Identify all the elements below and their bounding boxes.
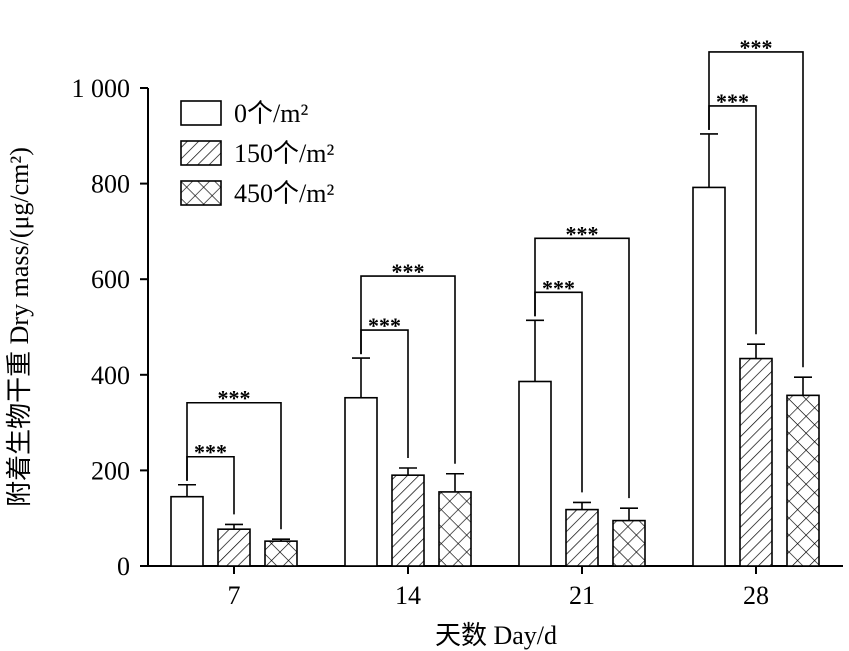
bar [612, 519, 646, 567]
significance-bracket [186, 401, 282, 530]
legend: 0个/m² 150个/m² 450个/m² [180, 99, 334, 208]
x-tick-label: 21 [569, 581, 595, 610]
y-ticks: 0 200 400 600 800 1 000 [72, 74, 148, 581]
significance-bracket [708, 51, 804, 368]
legend-label: 450个/m² [234, 179, 334, 208]
bar [438, 491, 472, 567]
bar [264, 540, 298, 567]
bars [170, 186, 820, 567]
bar [344, 396, 378, 567]
y-tick-label: 1 000 [72, 74, 131, 103]
significance-bracket [534, 237, 630, 499]
legend-swatch [180, 180, 222, 206]
bar [692, 186, 726, 567]
significance-label: *** [194, 440, 227, 465]
x-tick-label: 7 [228, 581, 241, 610]
bar [786, 394, 820, 567]
x-axis-title: 天数 Day/d [435, 621, 557, 650]
bar [217, 528, 251, 567]
bar [565, 508, 599, 567]
bar [391, 474, 425, 567]
significance-bracket [360, 275, 456, 464]
x-tick-label: 28 [743, 581, 769, 610]
y-tick-label: 200 [91, 456, 130, 485]
bar [518, 380, 552, 567]
significance-label: *** [740, 35, 773, 60]
error-bars [178, 133, 812, 542]
significance-label: *** [542, 275, 575, 300]
legend-label: 0个/m² [234, 99, 308, 128]
bar [170, 495, 204, 567]
significance-brackets: *** *** *** *** *** *** *** *** [186, 35, 804, 530]
y-tick-label: 0 [117, 552, 130, 581]
x-ticks: 7 14 21 28 [228, 566, 769, 610]
significance-label: *** [716, 89, 749, 114]
legend-swatch [180, 100, 222, 126]
x-tick-label: 14 [395, 581, 421, 610]
bar [739, 357, 773, 567]
significance-label: *** [392, 259, 425, 284]
significance-label: *** [566, 221, 599, 246]
y-tick-label: 400 [91, 361, 130, 390]
significance-label: *** [218, 386, 251, 411]
legend-swatch [180, 140, 222, 166]
y-tick-label: 600 [91, 265, 130, 294]
y-axis-title: 附着生物干重 Dry mass/(μg/cm²) [5, 147, 34, 507]
legend-label: 150个/m² [234, 139, 334, 168]
significance-label: *** [368, 313, 401, 338]
y-tick-label: 800 [91, 170, 130, 199]
